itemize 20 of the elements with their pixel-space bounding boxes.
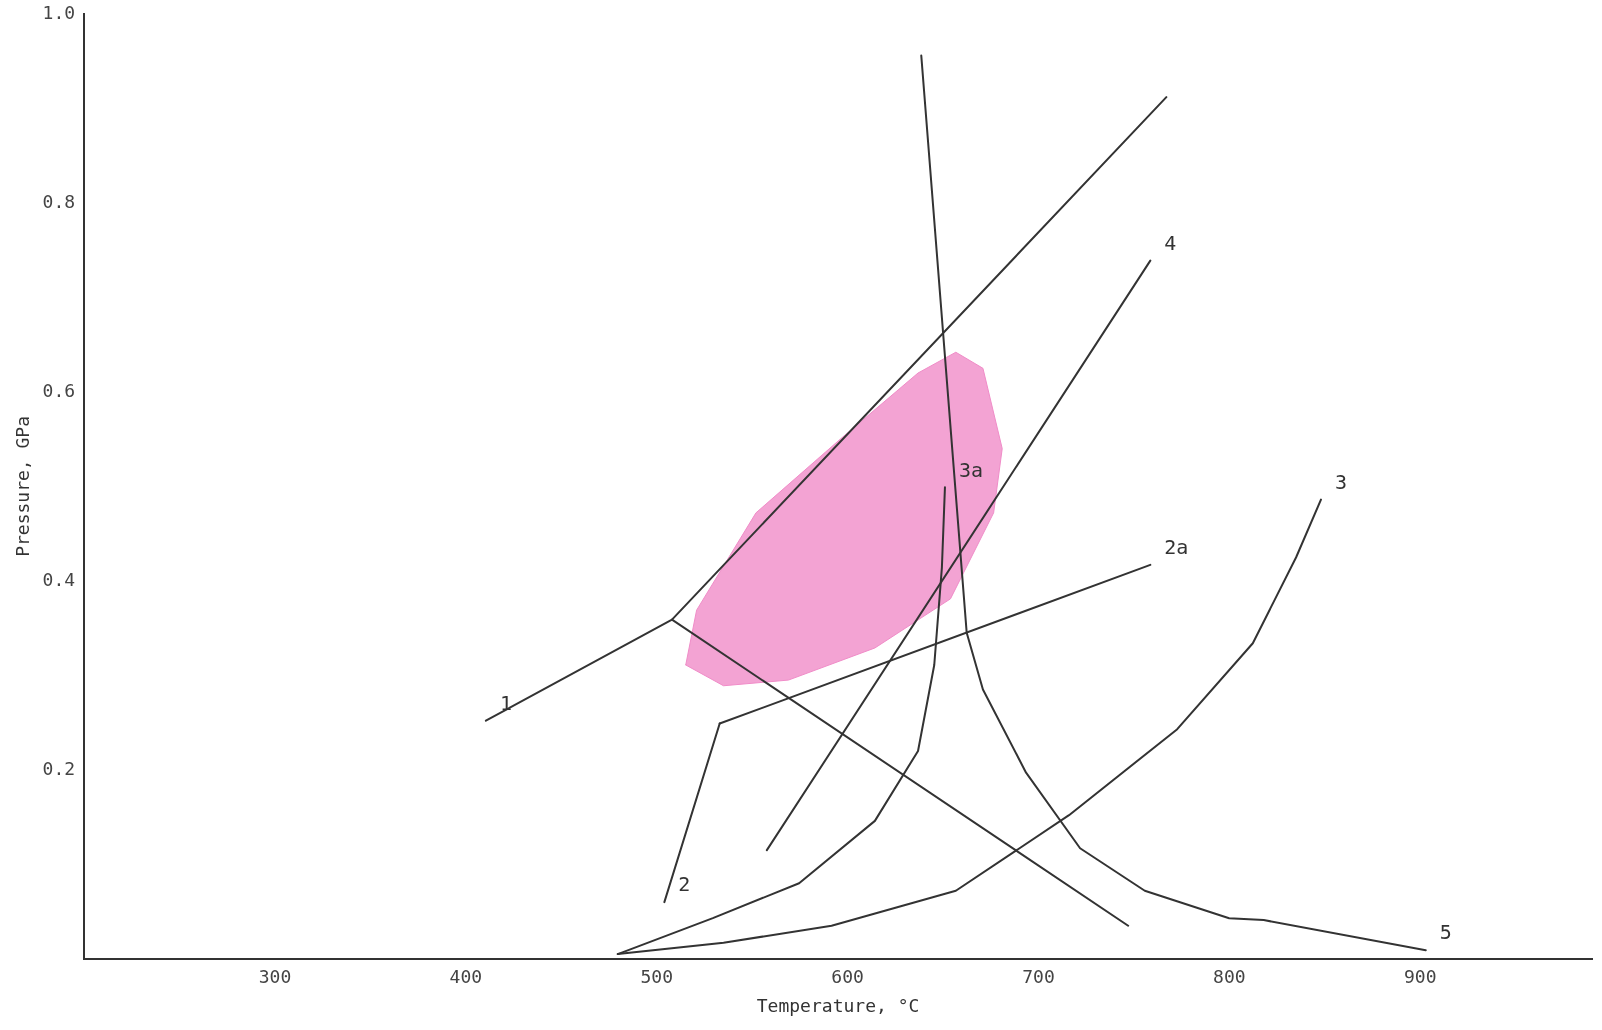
- y-tick-label: 0.2: [42, 757, 76, 779]
- series-label: 3: [1334, 469, 1348, 494]
- x-axis-title: Temperature, °C: [756, 994, 920, 1016]
- y-tick-label: 1.0: [42, 1, 76, 23]
- y-axis-title: Pressure, GPa: [12, 415, 34, 557]
- series-label: 3a: [958, 457, 984, 482]
- x-tick-label: 900: [1403, 966, 1437, 988]
- y-tick-label: 0.4: [42, 568, 76, 590]
- y-tick-label: 0.8: [42, 190, 76, 212]
- series-label: 2a: [1164, 535, 1189, 560]
- x-tick-label: 600: [831, 966, 864, 988]
- x-tick-label: 400: [449, 966, 483, 988]
- x-tick-label: 800: [1213, 966, 1246, 988]
- x-tick-label: 700: [1022, 966, 1055, 988]
- series-label: 5: [1439, 920, 1452, 945]
- x-tick-label: 500: [640, 966, 673, 988]
- x-tick-label: 300: [258, 966, 292, 988]
- y-tick-label: 0.6: [42, 379, 76, 401]
- series-label: 2: [678, 872, 691, 897]
- series-label: 4: [1164, 230, 1177, 255]
